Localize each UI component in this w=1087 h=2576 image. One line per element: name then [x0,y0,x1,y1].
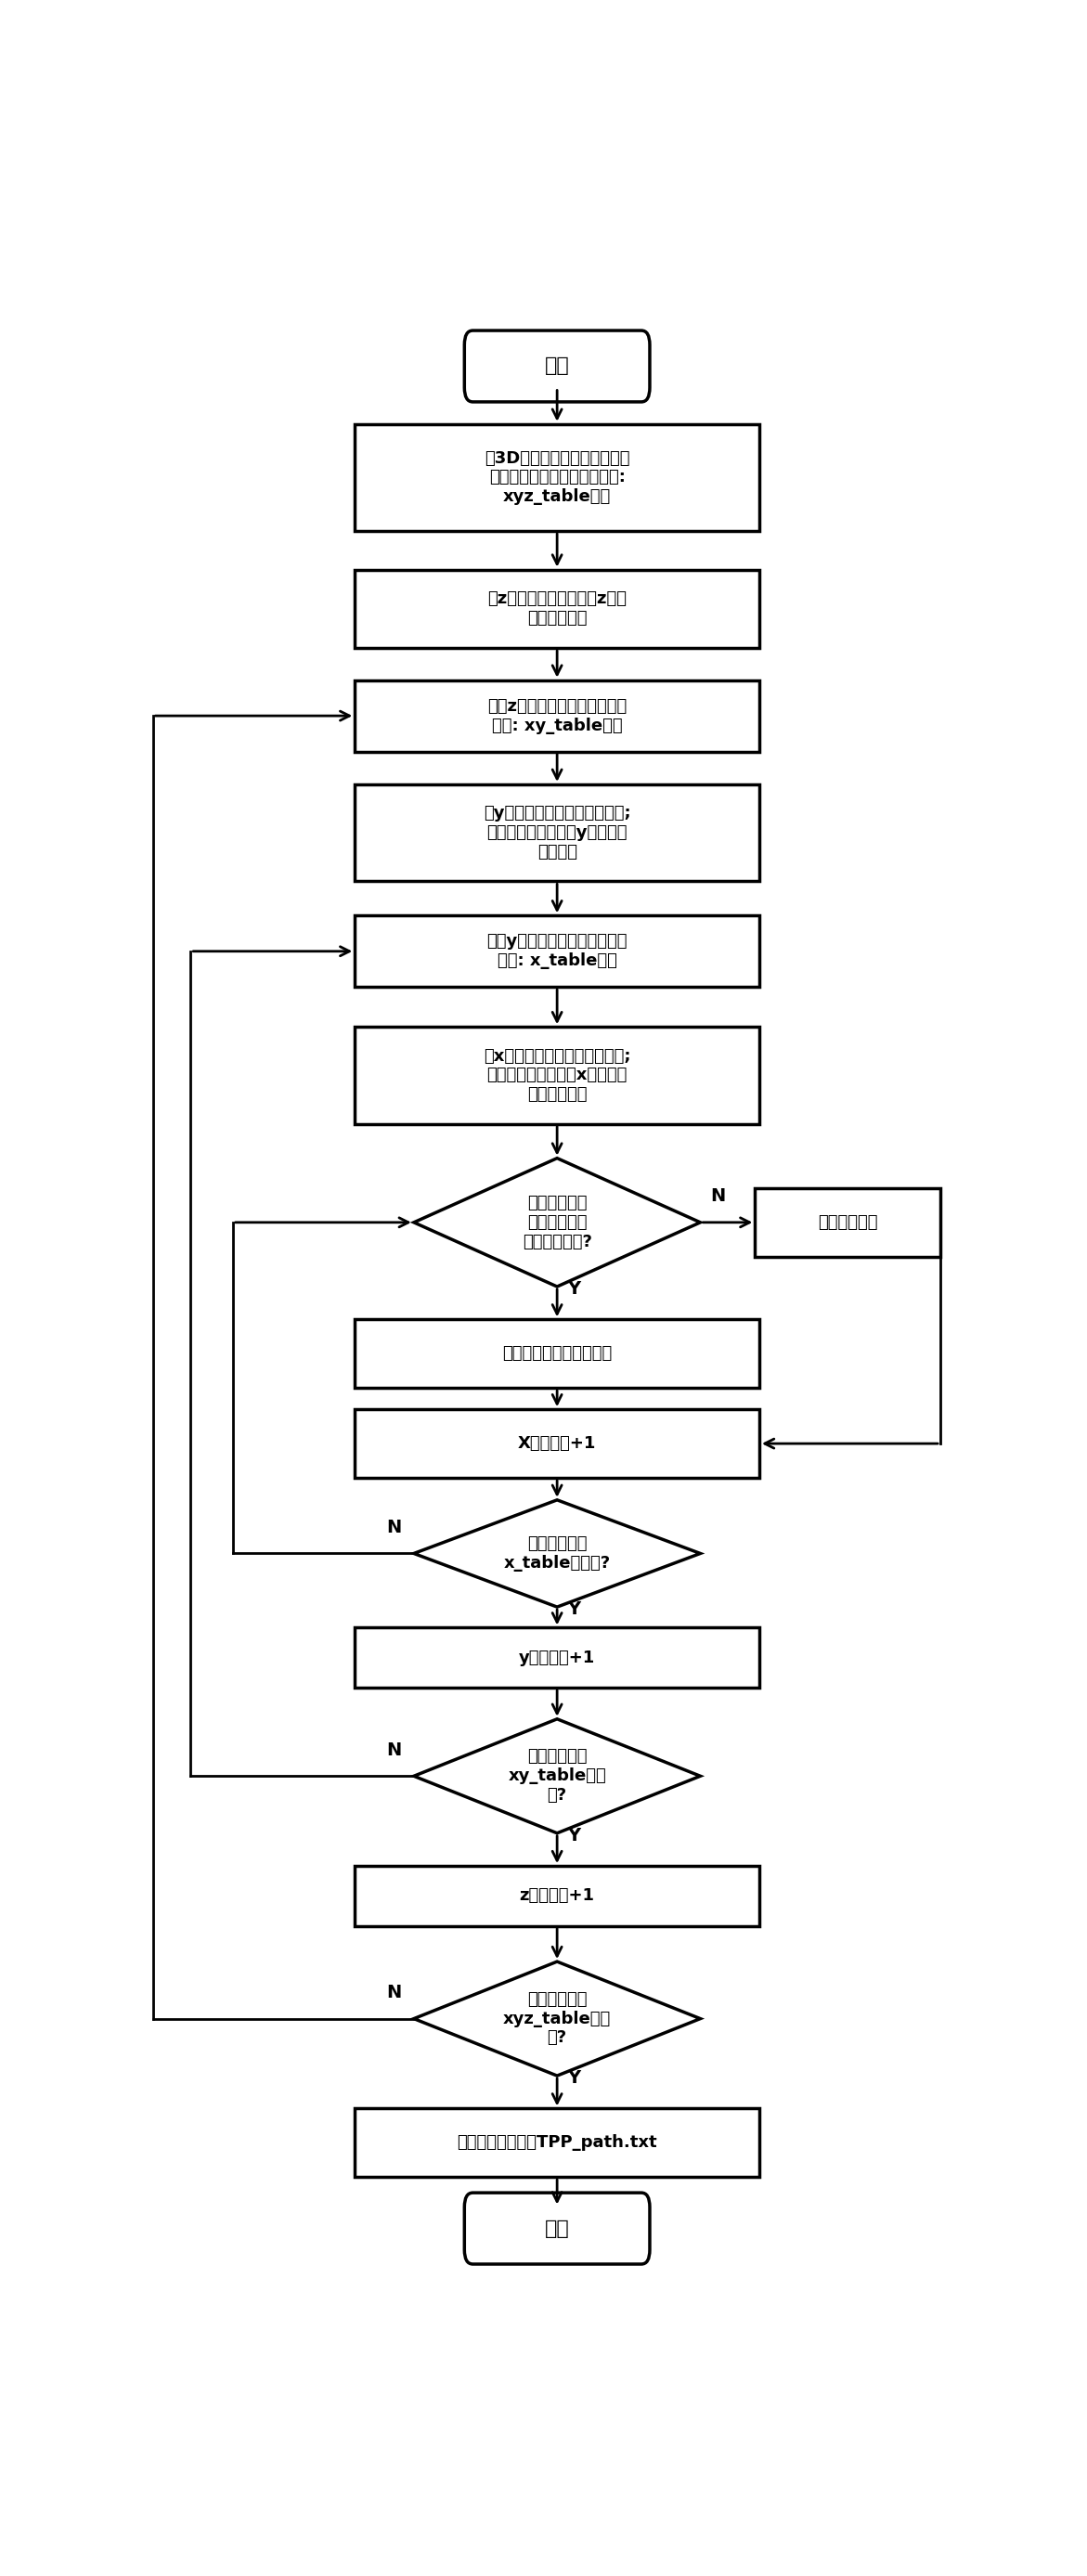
Polygon shape [414,1960,700,2076]
FancyBboxPatch shape [464,2192,650,2264]
Text: 提取z坐标指标所在页的所有坐
标点: xy_table数组: 提取z坐标指标所在页的所有坐 标点: xy_table数组 [487,698,627,734]
Bar [354,1865,760,1927]
Polygon shape [414,1718,700,1834]
Text: N: N [386,1984,401,2002]
Bar [354,1319,760,1388]
Text: 对z坐标由小到大排序，z坐标
指标取第一页: 对z坐标由小到大排序，z坐标 指标取第一页 [487,590,627,626]
Text: 该元素是否为
一条连续线段
的起点或终点?: 该元素是否为 一条连续线段 的起点或终点? [523,1195,591,1249]
Text: 对3D模型进行散点化处理，得
到填充整个模型的离散点坐标:
xyz_table数组: 对3D模型进行散点化处理，得 到填充整个模型的离散点坐标: xyz_table数… [485,451,629,505]
Bar [354,569,760,649]
FancyBboxPatch shape [464,330,650,402]
Text: X坐标指标+1: X坐标指标+1 [517,1435,597,1453]
Text: N: N [386,1741,401,1759]
Bar [755,1188,940,1257]
Text: 开始: 开始 [545,358,570,376]
Bar [354,783,760,881]
Text: z坐标指标+1: z坐标指标+1 [520,1888,595,1904]
Polygon shape [414,1499,700,1607]
Bar [354,1028,760,1123]
Text: 舍弃该坐标点: 舍弃该坐标点 [817,1213,877,1231]
Bar [354,680,760,752]
Text: 对y坐标排序（奇数页由小到大;
偶数页由大到小），y坐标指标
取第一行: 对y坐标排序（奇数页由小到大; 偶数页由大到小），y坐标指标 取第一行 [484,806,630,860]
Text: 结束: 结束 [545,2218,570,2239]
Bar [354,2110,760,2177]
Text: Y: Y [567,1826,580,1844]
Text: 是否遍历所有
x_table坐标点?: 是否遍历所有 x_table坐标点? [503,1535,611,1571]
Text: 是否遍历所有
xyz_table坐标
点?: 是否遍历所有 xyz_table坐标 点? [503,1991,611,2045]
Text: 输出坐标路径文件TPP_path.txt: 输出坐标路径文件TPP_path.txt [457,2136,658,2151]
Text: 将该坐标点写入输出文件: 将该坐标点写入输出文件 [502,1345,612,1363]
Bar [354,425,760,531]
Text: Y: Y [567,1280,580,1298]
Text: N: N [711,1188,725,1206]
Text: 是否遍历所有
xy_table坐标
点?: 是否遍历所有 xy_table坐标 点? [508,1749,607,1803]
Bar [354,1628,760,1687]
Polygon shape [414,1159,700,1285]
Text: Y: Y [567,2069,580,2087]
Bar [354,914,760,987]
Text: Y: Y [567,1600,580,1618]
Text: y坐标指标+1: y坐标指标+1 [518,1649,596,1667]
Text: 对x坐标排序（奇数行由小到大;
偶数行由大到小），x坐标指标
取第一个元素: 对x坐标排序（奇数行由小到大; 偶数行由大到小），x坐标指标 取第一个元素 [484,1048,630,1103]
Bar [354,1409,760,1479]
Text: N: N [386,1520,401,1535]
Text: 提取y坐标指标所在行的所有坐
标点: x_table数组: 提取y坐标指标所在行的所有坐 标点: x_table数组 [487,933,627,969]
